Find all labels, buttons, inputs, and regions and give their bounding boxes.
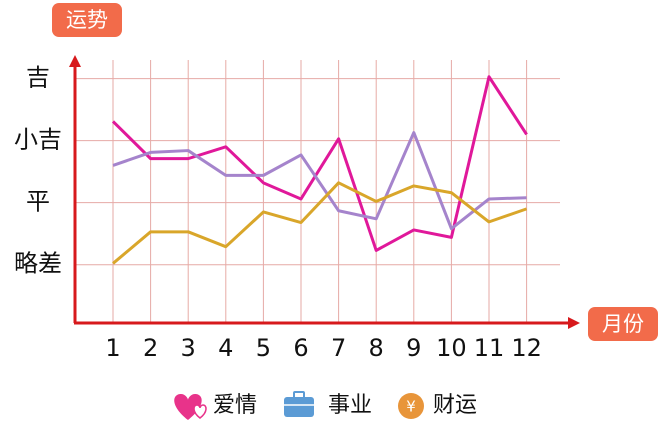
x-tick-label: 8 (369, 334, 384, 362)
y-axis-label: 运势 (66, 8, 108, 32)
x-arrow (568, 317, 580, 329)
x-tick-label: 3 (181, 334, 196, 362)
x-tick-label: 12 (511, 334, 542, 362)
y-tick-label: 平 (26, 188, 50, 216)
x-tick-label: 10 (436, 334, 467, 362)
x-tick-label: 2 (143, 334, 158, 362)
x-tick-label: 11 (474, 334, 505, 362)
svg-text:¥: ¥ (406, 398, 416, 416)
y-tick-label: 略差 (14, 250, 62, 278)
x-tick-label: 4 (218, 334, 233, 362)
x-tick-label: 5 (256, 334, 271, 362)
series-line (112, 131, 527, 231)
y-tick-label: 吉 (26, 64, 50, 92)
x-tick-label: 9 (406, 334, 421, 362)
x-tick-label: 6 (293, 334, 308, 362)
lines (111, 75, 528, 265)
series-line (111, 75, 528, 252)
y-arrow (69, 55, 81, 67)
x-axis-label: 月份 (602, 312, 644, 336)
y-label-badge (52, 3, 122, 37)
x-tick-label: 7 (331, 334, 346, 362)
legend-label: 财运 (433, 393, 477, 418)
coin-icon: ¥ (398, 393, 424, 419)
legend-label: 爱情 (213, 393, 257, 418)
legend-label: 事业 (328, 393, 372, 418)
briefcase-icon (284, 391, 314, 417)
series-line (112, 181, 528, 265)
x-tick-label: 1 (105, 334, 120, 362)
legend: 爱情 事业 财运 (213, 393, 477, 418)
x-label-badge (588, 307, 658, 341)
heart-icon (174, 394, 207, 420)
grid (75, 60, 560, 323)
y-tick-label: 小吉 (14, 126, 62, 154)
